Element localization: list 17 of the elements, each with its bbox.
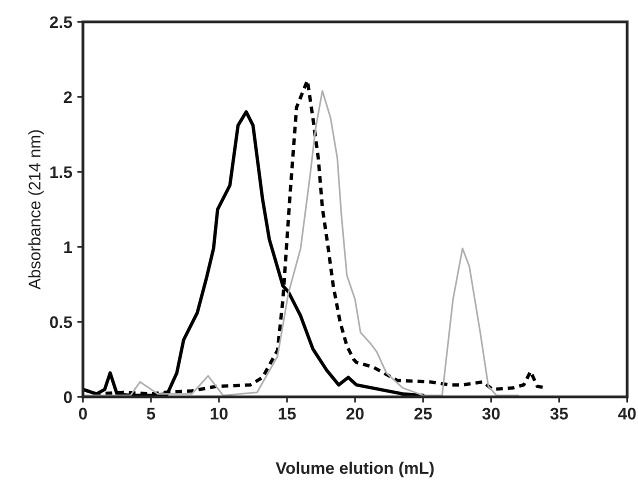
y-axis-title: Absorbance (214 nm): [28, 130, 44, 290]
y-tick-label: 0.5: [50, 316, 72, 328]
x-tick-label: 0: [78, 408, 87, 420]
y-tick-label: 0: [64, 391, 72, 404]
x-tick-label: 30: [482, 408, 500, 420]
x-axis-title: Volume elution (mL): [276, 462, 434, 478]
x-tick-label: 10: [210, 408, 228, 420]
x-tick-label: 15: [278, 408, 296, 420]
x-tick-label: 35: [550, 408, 568, 420]
y-tick-label: 1.5: [50, 166, 72, 178]
x-tick-label: 25: [414, 408, 432, 420]
x-tick-label: 40: [618, 408, 636, 420]
x-tick-label: 20: [346, 408, 364, 420]
y-tick-label: 1: [64, 241, 72, 253]
y-tick-label: 2.5: [50, 16, 72, 28]
y-tick-label: 2: [64, 91, 72, 103]
x-tick-label: 5: [146, 408, 156, 420]
